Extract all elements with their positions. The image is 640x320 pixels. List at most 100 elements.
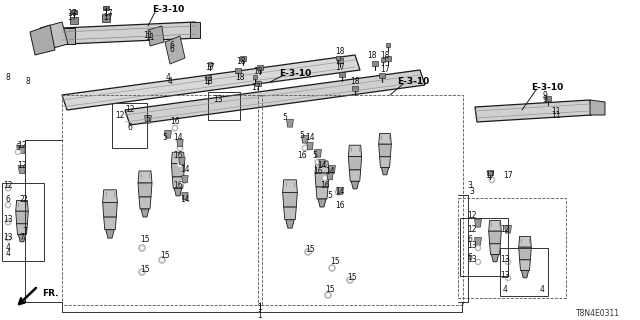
Circle shape xyxy=(476,260,479,264)
Text: 18: 18 xyxy=(350,77,360,86)
Text: 14: 14 xyxy=(180,196,190,204)
Polygon shape xyxy=(139,197,151,209)
Polygon shape xyxy=(335,56,340,60)
Text: 6: 6 xyxy=(170,45,175,54)
Text: 4: 4 xyxy=(166,74,170,83)
Polygon shape xyxy=(165,36,185,64)
Text: 4: 4 xyxy=(502,285,508,294)
Circle shape xyxy=(15,149,21,155)
Text: T8N4E0311: T8N4E0311 xyxy=(576,309,620,318)
Polygon shape xyxy=(106,230,114,238)
Text: 17: 17 xyxy=(335,63,345,73)
Circle shape xyxy=(5,219,11,225)
Text: 18: 18 xyxy=(335,47,345,57)
Polygon shape xyxy=(236,68,241,73)
Text: 11: 11 xyxy=(551,108,561,116)
Circle shape xyxy=(305,249,312,255)
Text: FR.: FR. xyxy=(42,290,58,299)
Polygon shape xyxy=(522,271,529,278)
Circle shape xyxy=(323,176,326,180)
Polygon shape xyxy=(339,72,345,77)
Text: 17: 17 xyxy=(503,171,513,180)
Text: 17: 17 xyxy=(67,9,77,18)
Text: 16: 16 xyxy=(173,180,183,189)
Polygon shape xyxy=(172,152,185,164)
Polygon shape xyxy=(102,203,117,217)
Bar xyxy=(112,103,147,148)
Polygon shape xyxy=(138,183,152,197)
Text: 12: 12 xyxy=(17,161,27,170)
Circle shape xyxy=(6,236,10,240)
Polygon shape xyxy=(102,190,117,203)
Text: 3: 3 xyxy=(468,180,472,189)
Polygon shape xyxy=(145,116,152,123)
Text: 2: 2 xyxy=(22,196,28,204)
Text: 5: 5 xyxy=(328,190,332,199)
Text: 1: 1 xyxy=(258,303,262,313)
Polygon shape xyxy=(328,165,335,173)
Polygon shape xyxy=(504,226,511,233)
Polygon shape xyxy=(380,157,390,168)
Circle shape xyxy=(173,126,177,130)
Polygon shape xyxy=(141,209,149,217)
Text: 12: 12 xyxy=(125,106,135,115)
Polygon shape xyxy=(205,75,211,80)
Text: 14: 14 xyxy=(173,133,183,142)
Polygon shape xyxy=(16,200,28,211)
Text: 4: 4 xyxy=(168,77,172,86)
Text: 15: 15 xyxy=(140,236,150,244)
Text: E-3-10: E-3-10 xyxy=(152,5,184,14)
Circle shape xyxy=(138,244,145,252)
Text: 18: 18 xyxy=(380,51,390,60)
Circle shape xyxy=(315,159,321,165)
Polygon shape xyxy=(490,244,500,255)
Circle shape xyxy=(179,179,185,185)
Text: 18: 18 xyxy=(204,77,212,86)
Text: 7: 7 xyxy=(22,228,28,236)
Polygon shape xyxy=(103,6,109,10)
Polygon shape xyxy=(62,22,200,44)
Text: 13: 13 xyxy=(3,215,13,225)
Circle shape xyxy=(302,145,308,151)
Text: 11: 11 xyxy=(145,34,155,43)
Text: 16: 16 xyxy=(313,167,323,177)
Bar xyxy=(208,92,240,120)
Circle shape xyxy=(328,265,335,271)
Text: 12: 12 xyxy=(500,226,509,235)
Polygon shape xyxy=(351,181,359,189)
Circle shape xyxy=(505,275,511,281)
Polygon shape xyxy=(489,231,501,244)
Circle shape xyxy=(326,293,330,297)
Text: 4: 4 xyxy=(6,244,10,252)
Text: 11: 11 xyxy=(551,110,561,119)
Circle shape xyxy=(306,250,310,254)
Text: E-3-10: E-3-10 xyxy=(397,77,429,86)
Circle shape xyxy=(177,145,183,151)
Polygon shape xyxy=(307,143,313,150)
Polygon shape xyxy=(381,58,385,62)
Polygon shape xyxy=(349,170,361,181)
Polygon shape xyxy=(138,171,152,183)
Text: 7: 7 xyxy=(20,234,24,243)
Text: 12: 12 xyxy=(17,140,27,149)
Circle shape xyxy=(476,246,479,250)
Text: 15: 15 xyxy=(140,266,150,275)
Text: 17: 17 xyxy=(205,63,215,73)
Circle shape xyxy=(489,177,495,183)
Text: 5: 5 xyxy=(312,150,317,159)
Polygon shape xyxy=(19,145,26,153)
Circle shape xyxy=(316,160,319,164)
Polygon shape xyxy=(70,17,78,24)
Polygon shape xyxy=(17,224,28,235)
Circle shape xyxy=(5,185,11,191)
Text: 17: 17 xyxy=(485,171,495,180)
Polygon shape xyxy=(475,100,592,122)
Text: 14: 14 xyxy=(325,167,335,177)
Bar xyxy=(460,218,508,276)
Text: 5: 5 xyxy=(145,116,150,124)
Text: 3: 3 xyxy=(470,188,474,196)
Polygon shape xyxy=(372,61,378,66)
Text: 2: 2 xyxy=(20,196,24,204)
Text: 15: 15 xyxy=(347,274,357,283)
Circle shape xyxy=(177,162,183,168)
